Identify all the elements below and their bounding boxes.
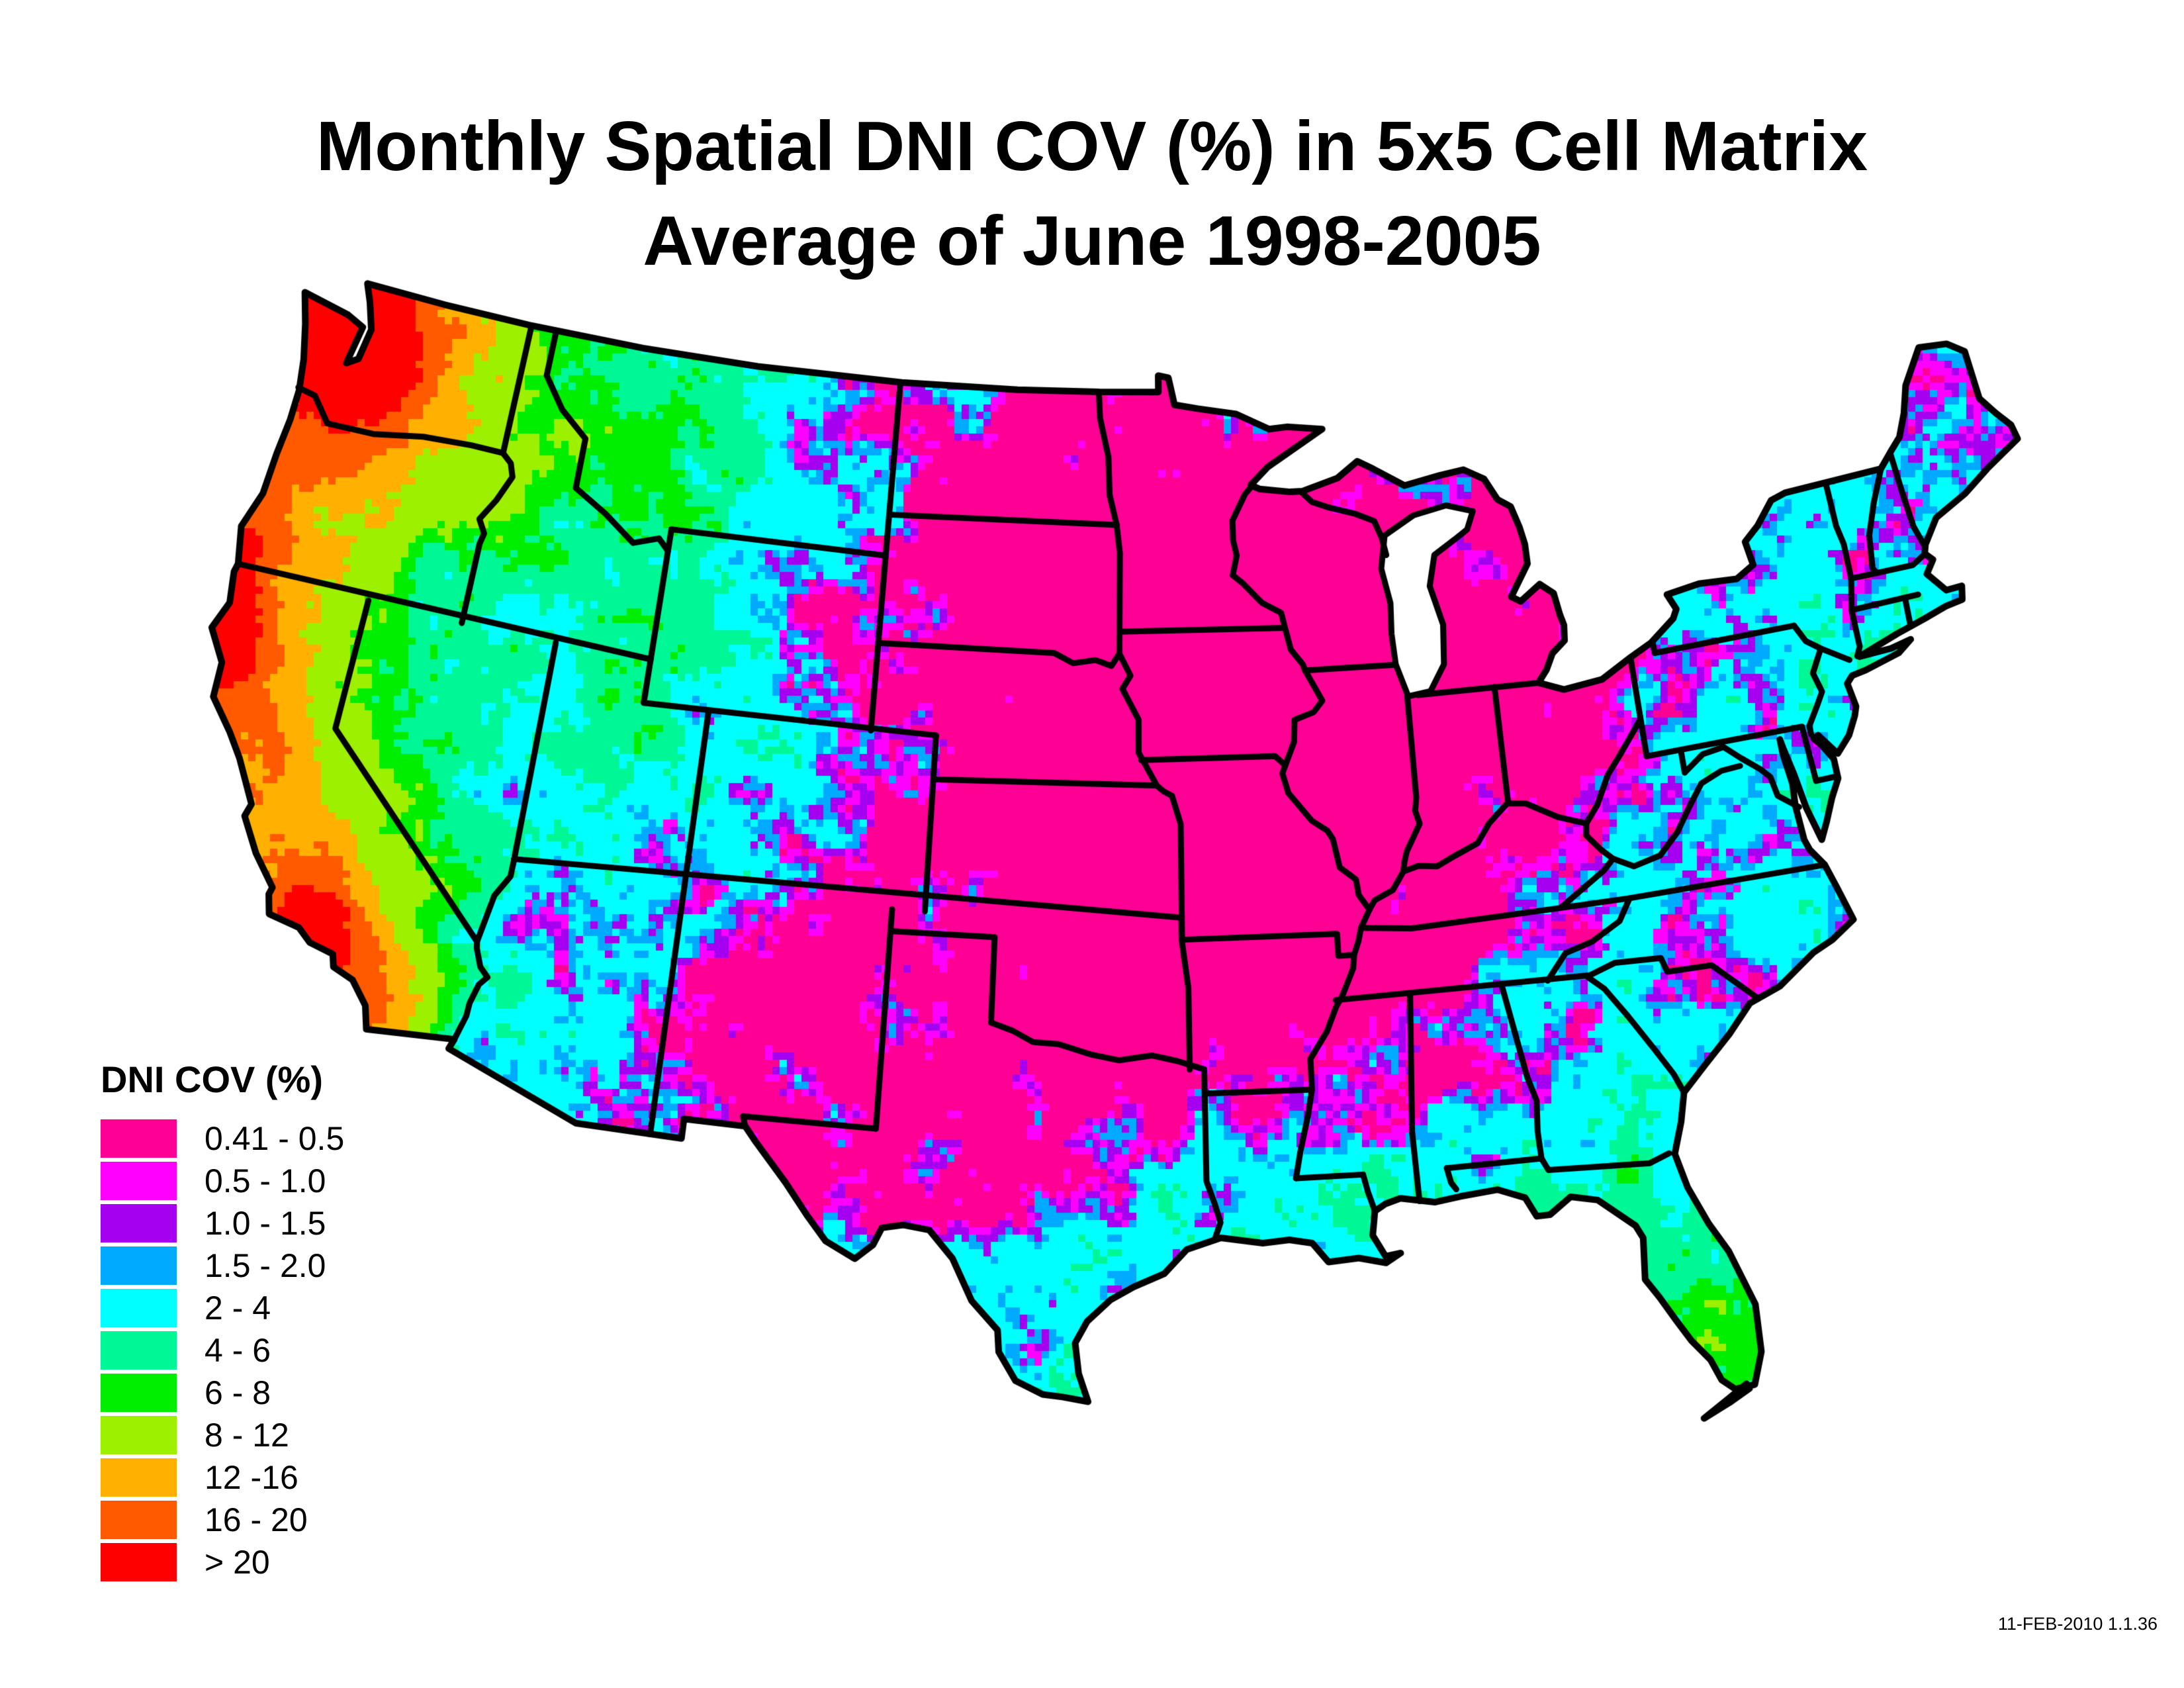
legend-swatch <box>101 1331 177 1370</box>
chart-title: Monthly Spatial DNI COV (%) in 5x5 Cell … <box>0 99 2184 289</box>
legend-rows: 0.41 - 0.5 0.5 - 1.0 1.0 - 1.5 1.5 - 2.0 2 -… <box>101 1119 344 1585</box>
legend-label: 2 - 4 <box>205 1289 271 1327</box>
legend-row: 6 - 8 <box>101 1374 344 1412</box>
legend-label: 8 - 12 <box>205 1417 289 1454</box>
legend-row: > 20 <box>101 1543 344 1581</box>
legend-title: DNI COV (%) <box>101 1058 323 1100</box>
legend-label: > 20 <box>205 1544 270 1581</box>
legend-label: 1.5 - 2.0 <box>205 1247 326 1284</box>
legend-label: 0.41 - 0.5 <box>205 1120 345 1157</box>
legend-row: 1.5 - 2.0 <box>101 1246 344 1285</box>
legend-swatch <box>101 1501 177 1539</box>
chart-title-line1: Monthly Spatial DNI COV (%) in 5x5 Cell … <box>316 107 1868 185</box>
legend-swatch <box>101 1543 177 1581</box>
legend-swatch <box>101 1204 177 1243</box>
legend-swatch <box>101 1162 177 1200</box>
legend-row: 2 - 4 <box>101 1289 344 1327</box>
legend-row: 0.41 - 0.5 <box>101 1119 344 1158</box>
legend-swatch <box>101 1246 177 1285</box>
legend-label: 0.5 - 1.0 <box>205 1162 326 1199</box>
legend: DNI COV (%) 0.41 - 0.5 0.5 - 1.0 1.0 - 1.5… <box>101 1058 344 1585</box>
legend-row: 0.5 - 1.0 <box>101 1162 344 1200</box>
legend-label: 1.0 - 1.5 <box>205 1205 326 1242</box>
legend-label: 6 - 8 <box>205 1374 271 1411</box>
legend-label: 16 - 20 <box>205 1501 308 1538</box>
legend-label: 4 - 6 <box>205 1332 271 1369</box>
timestamp: 11-FEB-2010 1.1.36 <box>1997 1614 2158 1634</box>
legend-row: 1.0 - 1.5 <box>101 1204 344 1243</box>
legend-label: 12 -16 <box>205 1459 298 1496</box>
legend-swatch <box>101 1374 177 1412</box>
legend-swatch <box>101 1416 177 1454</box>
legend-row: 8 - 12 <box>101 1416 344 1454</box>
legend-swatch <box>101 1458 177 1497</box>
legend-swatch <box>101 1289 177 1327</box>
legend-row: 16 - 20 <box>101 1501 344 1539</box>
legend-row: 12 -16 <box>101 1458 344 1497</box>
legend-row: 4 - 6 <box>101 1331 344 1370</box>
chart-title-line2: Average of June 1998-2005 <box>643 202 1541 281</box>
legend-swatch <box>101 1119 177 1158</box>
